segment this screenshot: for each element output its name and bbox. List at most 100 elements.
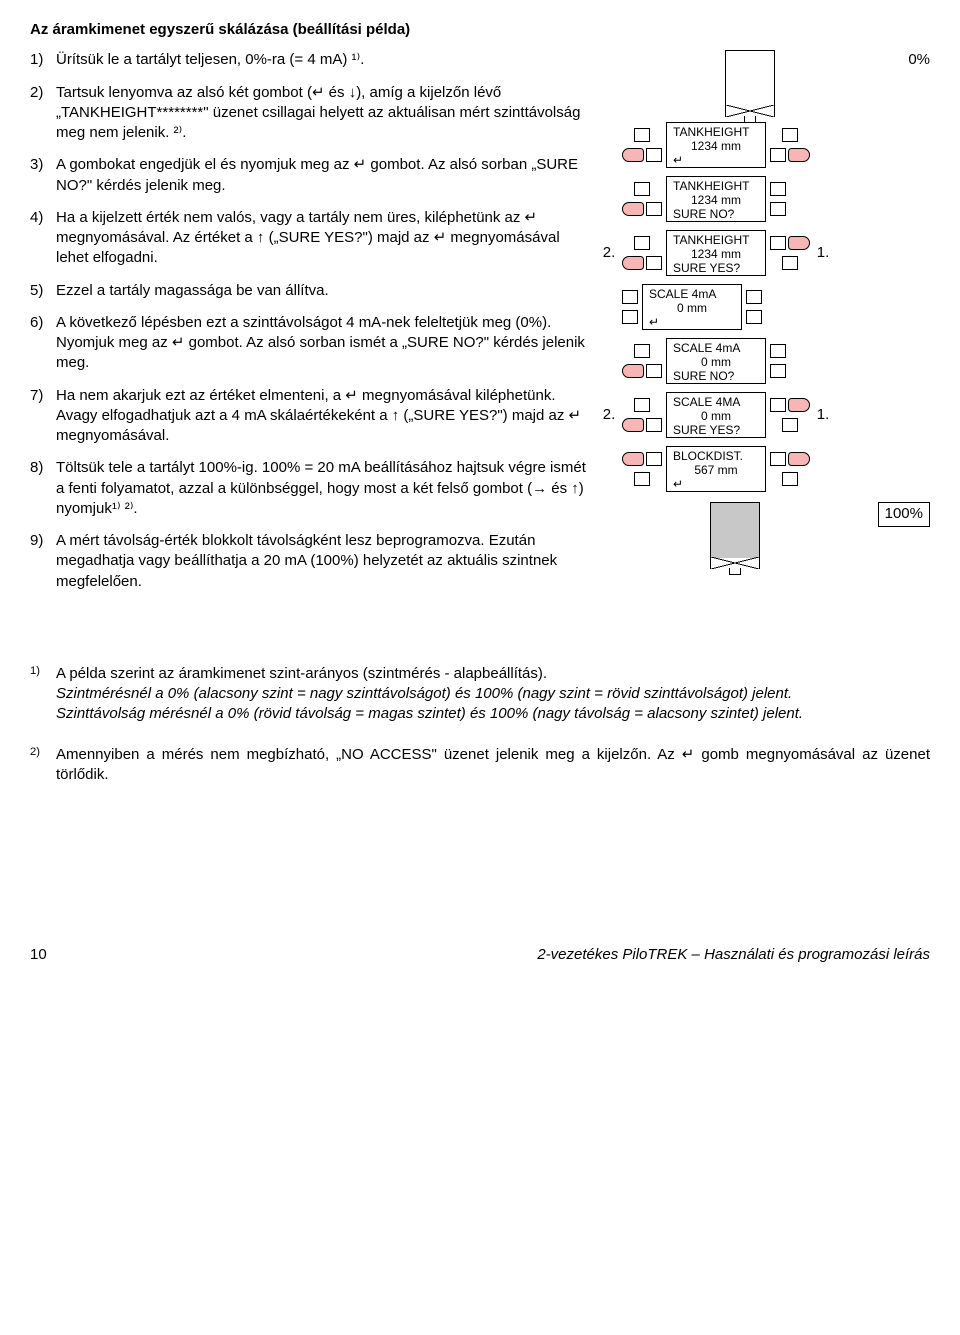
step-8: 8) Töltsük tele a tartályt 100%-ig. 100%…	[30, 458, 588, 519]
lcd-3: TANKHEIGHT 1234 mm SURE YES?	[666, 230, 766, 276]
fn1-line1: A példa szerint az áramkimenet szint-ará…	[56, 665, 547, 682]
lcd-6: SCALE 4MA 0 mm SURE YES?	[666, 392, 766, 438]
button-icon	[634, 182, 650, 196]
tank-label-0: 0%	[908, 50, 930, 70]
fn1-line3: Szinttávolság mérésnél a 0% (rövid távol…	[56, 705, 803, 722]
button-icon	[782, 418, 798, 432]
step-text: Tartsuk lenyomva az alsó két gombot (↵ é…	[56, 83, 588, 144]
lcd-4: SCALE 4mA 0 mm ↵	[642, 284, 742, 330]
lcd-line1: SCALE 4mA	[673, 342, 759, 356]
button-icon	[770, 398, 786, 412]
button-icon	[782, 256, 798, 270]
footnote-num: 2)	[30, 745, 56, 786]
lcd-line3: SURE NO?	[673, 208, 759, 222]
lcd-line2: 1234 mm	[673, 140, 759, 154]
panel-4: SCALE 4mA 0 mm ↵	[600, 284, 930, 330]
button-icon	[634, 128, 650, 142]
footnote-text: Amennyiben a mérés nem megbízható, „NO A…	[56, 745, 930, 786]
lcd-7: BLOCKDIST. 567 mm ↵	[666, 446, 766, 492]
lcd-line1: BLOCKDIST.	[673, 450, 759, 464]
step-text: A következő lépésben ezt a szinttávolság…	[56, 313, 588, 374]
lcd-line3: ↵	[673, 154, 759, 168]
button-icon	[782, 472, 798, 486]
button-icon	[746, 310, 762, 324]
page-footer: 10 2-vezetékes PiloTREK – Használati és …	[30, 945, 930, 979]
hand-icon	[622, 418, 644, 432]
step-num: 1)	[30, 50, 56, 70]
page-title: Az áramkimenet egyszerű skálázása (beáll…	[30, 20, 930, 40]
btn-right	[770, 182, 786, 216]
button-icon	[646, 256, 662, 270]
step-1: 1) Ürítsük le a tartályt teljesen, 0%-ra…	[30, 50, 588, 70]
panel-2: TANKHEIGHT 1234 mm SURE NO?	[600, 176, 930, 222]
button-icon	[782, 128, 798, 142]
step-9: 9) A mért távolság-érték blokkolt távols…	[30, 531, 588, 592]
hand-icon	[788, 236, 810, 250]
button-icon	[634, 472, 650, 486]
btn-left	[622, 398, 662, 432]
step-num: 3)	[30, 155, 56, 196]
step-5: 5) Ezzel a tartály magassága be van állí…	[30, 281, 588, 301]
footer-right: 2-vezetékes PiloTREK – Használati és pro…	[537, 945, 930, 965]
side-1b: 1.	[814, 405, 832, 425]
step-2: 2) Tartsuk lenyomva az alsó két gombot (…	[30, 83, 588, 144]
step-text: Ha nem akarjuk ezt az értéket elmenteni,…	[56, 386, 588, 447]
step-num: 6)	[30, 313, 56, 374]
hand-icon	[622, 256, 644, 270]
page-number: 10	[30, 945, 47, 965]
lcd-line2: 0 mm	[649, 302, 735, 316]
lcd-line2: 0 mm	[673, 410, 759, 424]
button-icon	[770, 452, 786, 466]
lcd-line1: SCALE 4mA	[649, 288, 735, 302]
step-text: Töltsük tele a tartályt 100%-ig. 100% = …	[56, 458, 588, 519]
panel-5: SCALE 4mA 0 mm SURE NO?	[600, 338, 930, 384]
step-7: 7) Ha nem akarjuk ezt az értéket elmente…	[30, 386, 588, 447]
button-icon	[622, 310, 638, 324]
panel-7: BLOCKDIST. 567 mm ↵	[600, 446, 930, 492]
hand-icon	[788, 398, 810, 412]
button-icon	[646, 364, 662, 378]
side-2b: 2.	[600, 405, 618, 425]
lcd-line1: SCALE 4MA	[673, 396, 759, 410]
step-text: Ha a kijelzett érték nem valós, vagy a t…	[56, 208, 588, 269]
steps-column: 1) Ürítsük le a tartályt teljesen, 0%-ra…	[30, 50, 600, 604]
tank-label-100: 100%	[878, 502, 930, 526]
step-num: 5)	[30, 281, 56, 301]
step-text: A gombokat engedjük el és nyomjuk meg az…	[56, 155, 588, 196]
lcd-line3: SURE NO?	[673, 370, 759, 384]
button-icon	[770, 344, 786, 358]
button-icon	[646, 418, 662, 432]
lcd-line2: 1234 mm	[673, 248, 759, 262]
main-columns: 1) Ürítsük le a tartályt teljesen, 0%-ra…	[30, 50, 930, 604]
footnote-num: 1)	[30, 664, 56, 725]
lcd-line3: ↵	[673, 478, 759, 492]
button-icon	[770, 236, 786, 250]
footnote-2: 2) Amennyiben a mérés nem megbízható, „N…	[30, 745, 930, 786]
btn-right	[770, 128, 810, 162]
lcd-line2: 1234 mm	[673, 194, 759, 208]
button-icon	[770, 182, 786, 196]
button-icon	[634, 344, 650, 358]
button-icon	[770, 202, 786, 216]
footnotes: 1) A példa szerint az áramkimenet szint-…	[30, 664, 930, 785]
btn-right	[770, 452, 810, 486]
panel-1: TANKHEIGHT 1234 mm ↵	[600, 122, 930, 168]
step-num: 8)	[30, 458, 56, 519]
fn1-line2: Szintmérésnél a 0% (alacsony szint = nag…	[56, 685, 792, 702]
btn-left	[622, 128, 662, 162]
btn-left	[622, 452, 662, 486]
lcd-line3: ↵	[649, 316, 735, 330]
tank-empty: 0%	[600, 50, 930, 112]
button-icon	[646, 148, 662, 162]
button-icon	[770, 148, 786, 162]
btn-right	[770, 344, 786, 378]
step-4: 4) Ha a kijelzett érték nem valós, vagy …	[30, 208, 588, 269]
step-text: A mért távolság-érték blokkolt távolságk…	[56, 531, 588, 592]
button-icon	[634, 236, 650, 250]
btn-left	[622, 290, 638, 324]
step-6: 6) A következő lépésben ezt a szinttávol…	[30, 313, 588, 374]
button-icon	[622, 290, 638, 304]
hand-icon	[622, 364, 644, 378]
lcd-line1: TANKHEIGHT	[673, 180, 759, 194]
footer-text: 2-vezetékes PiloTREK – Használati és pro…	[537, 946, 930, 963]
